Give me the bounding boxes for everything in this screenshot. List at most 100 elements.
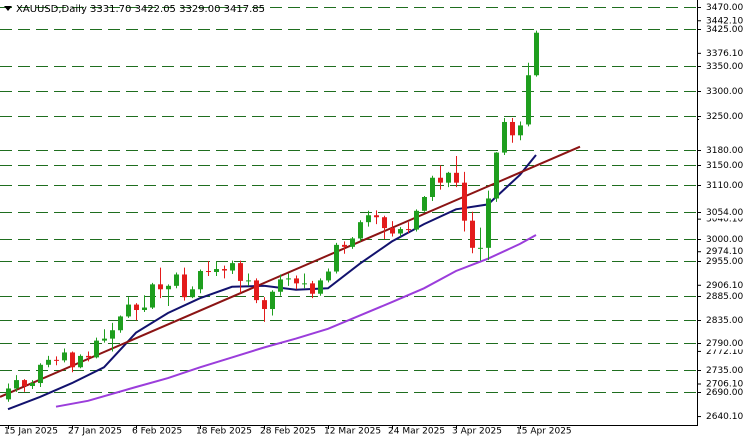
candle-body [422, 196, 427, 211]
level-label: 3350.00 [706, 62, 743, 72]
y-tick-label: 2974.10 [706, 247, 743, 257]
chart-title: XAUUSD,Daily 3331.70 3422.05 3329.00 341… [16, 4, 265, 15]
candle-body [294, 278, 299, 284]
candle-body [14, 380, 19, 389]
level-label-box [699, 364, 745, 377]
candle-body [102, 338, 107, 341]
y-tick-label: 2772.10 [706, 347, 743, 357]
x-tick-label: 3 Apr 2025 [452, 427, 502, 437]
level-label: 2690.00 [706, 388, 743, 398]
y-tick-label: 2706.10 [706, 379, 743, 389]
candle-body [142, 307, 147, 311]
candle-body [190, 289, 195, 298]
x-tick-label: 6 Feb 2025 [132, 427, 182, 437]
candle-body [222, 269, 227, 271]
candle-body [30, 383, 35, 387]
level-label-box [699, 23, 745, 36]
candle-body [470, 220, 475, 248]
level-label-box [699, 314, 745, 327]
level-label: 2955.00 [706, 257, 743, 267]
candle-body [302, 283, 307, 285]
level-label: 3054.00 [706, 208, 743, 218]
candle-body [270, 291, 275, 310]
level-label-box [699, 206, 745, 219]
candle-body [278, 279, 283, 292]
level-label: 2835.00 [706, 316, 743, 326]
candle-body [342, 244, 347, 247]
candle-body [534, 32, 539, 76]
candle-body [174, 274, 179, 286]
menu-icon[interactable] [4, 6, 12, 11]
level-label-box [699, 85, 745, 98]
candle-body [350, 238, 355, 247]
level-label-box [699, 233, 745, 246]
x-tick-label: 18 Feb 2025 [196, 427, 252, 437]
level-label-box [699, 179, 745, 192]
candle-body [150, 284, 155, 308]
level-label-box [699, 60, 745, 73]
candle-body [238, 263, 243, 281]
level-label-box [699, 159, 745, 172]
y-tick-label: 3376.10 [706, 49, 743, 59]
level-label-box [699, 290, 745, 303]
candle-body [198, 271, 203, 290]
candle-body [326, 271, 331, 281]
candle-body [46, 359, 51, 365]
level-label-box [699, 1, 745, 14]
x-tick-label: 15 Apr 2025 [516, 427, 572, 437]
candle-body [382, 217, 387, 229]
level-label: 3300.00 [706, 87, 743, 97]
level-label: 2885.00 [706, 292, 743, 302]
candle-body [518, 125, 523, 136]
level-label-box [699, 110, 745, 123]
level-label: 3250.00 [706, 112, 743, 122]
candle-body [166, 285, 171, 290]
level-label: 3110.00 [706, 181, 743, 191]
level-label: 3150.00 [706, 161, 743, 171]
plot-area [0, 7, 697, 411]
x-tick-label: 12 Mar 2025 [324, 427, 381, 437]
candle-body [38, 364, 43, 384]
candle-body [22, 380, 27, 387]
level-label-box [699, 255, 745, 268]
candle-body [398, 229, 403, 234]
level-label: 3425.00 [706, 25, 743, 35]
candle-body [262, 300, 267, 310]
candle-body [406, 229, 411, 231]
candle-body [334, 244, 339, 272]
candle-body [462, 182, 467, 221]
candle-body [182, 274, 187, 298]
candle-body [94, 340, 99, 358]
candle-body [110, 330, 115, 339]
candle-body [118, 316, 123, 331]
level-label: 2790.00 [706, 339, 743, 349]
level-label: 2735.00 [706, 366, 743, 376]
candle-body [286, 278, 291, 280]
line-series [55, 234, 537, 408]
x-tick-label: 15 Jan 2025 [4, 427, 58, 437]
level-label-box [699, 144, 745, 157]
candle-body [214, 269, 219, 273]
candle-body [526, 75, 531, 125]
level-label-box [699, 386, 745, 399]
x-tick-label: 27 Jan 2025 [68, 427, 122, 437]
level-label: 3470.00 [706, 3, 743, 13]
candle-body [254, 280, 259, 301]
y-tick-label: 2906.10 [706, 281, 743, 291]
candle-body [134, 304, 139, 311]
candle-body [62, 352, 67, 361]
level-label-box [699, 337, 745, 350]
candle-body [414, 210, 419, 230]
candle-body [126, 304, 131, 317]
candle-body [454, 172, 459, 183]
candle-body [486, 198, 491, 248]
candle-body [374, 215, 379, 218]
y-tick-label: 3040.10 [706, 215, 743, 225]
candle-body [366, 215, 371, 223]
candle-body [478, 247, 483, 249]
candle-body [158, 284, 163, 290]
candle-body [390, 228, 395, 234]
candle-body [246, 280, 251, 282]
